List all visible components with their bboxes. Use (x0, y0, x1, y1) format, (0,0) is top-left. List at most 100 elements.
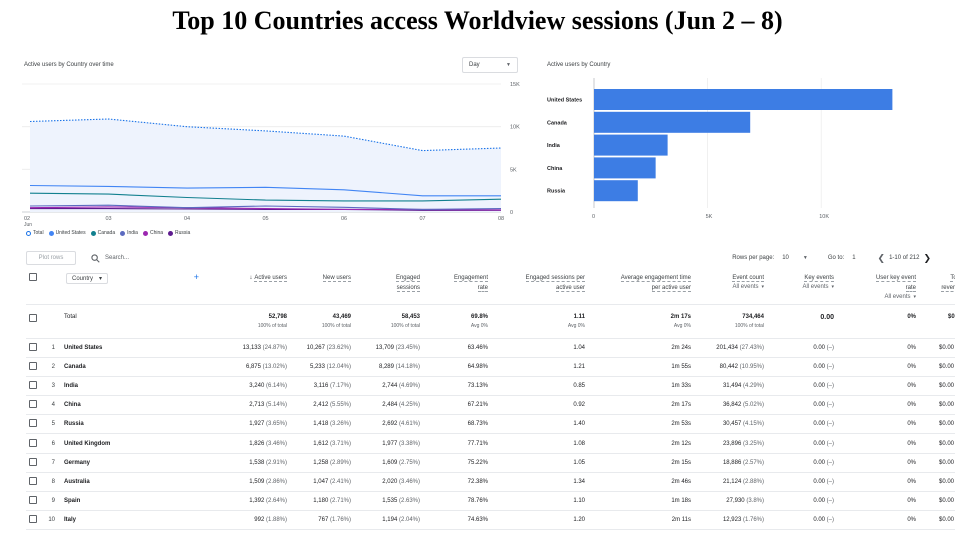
metric-value: 1.08 (573, 440, 585, 447)
row-metric-cell: 2m 46s (593, 472, 699, 493)
metric-value: 13,133 (242, 344, 261, 351)
row-checkbox[interactable] (29, 419, 37, 428)
legend-dot-icon (26, 230, 31, 236)
column-header[interactable]: Engaged sessions (359, 268, 428, 304)
row-checkbox[interactable] (29, 476, 37, 485)
table-row[interactable]: 1 United States 13,133 (24.87%) 10,267 (23.… (26, 338, 955, 358)
legend-item[interactable]: United States (48, 230, 86, 236)
row-metric-cell: 1.10 (496, 491, 593, 512)
table-row[interactable]: 3 India 3,240 (6.14%) 3,116 (7.17%) 2,744 (4… (26, 376, 955, 397)
legend-item[interactable]: Canada (90, 230, 115, 236)
bar-united-states[interactable] (594, 89, 893, 110)
row-country[interactable]: Germany (64, 453, 209, 473)
row-checkbox[interactable] (29, 496, 37, 505)
metric-percent: (1.76%) (328, 517, 351, 524)
event-filter-select[interactable]: All events ▾ (842, 294, 916, 300)
table-row[interactable]: 6 United Kingdom 1,826 (3.46%) 1,612 (3.71%… (26, 433, 955, 454)
event-filter-select[interactable]: All events ▾ (699, 284, 764, 290)
row-checkbox[interactable] (29, 515, 37, 524)
rows-per-page-select[interactable]: 10 (782, 255, 789, 261)
row-country[interactable]: India (64, 376, 209, 397)
select-all-checkbox[interactable] (29, 273, 37, 281)
row-checkbox[interactable] (29, 342, 37, 351)
granularity-select[interactable]: Day ▼ (462, 57, 518, 73)
prev-page-icon[interactable]: ❮ (877, 252, 886, 263)
total-cell: 43,469 100% of total (295, 303, 359, 339)
total-value: 0% (907, 313, 916, 320)
metric-value: 0.00 (813, 363, 825, 370)
metric-percent: (2.75%) (397, 459, 420, 466)
plot-rows-button[interactable]: Plot rows (26, 251, 76, 265)
metric-value: 31,494 (722, 382, 742, 389)
legend-item[interactable]: China (142, 230, 163, 236)
table-row[interactable]: 7 Germany 1,538 (2.91%) 1,258 (2.89%) 1,609 … (26, 453, 955, 473)
column-header[interactable]: Engaged sessions per active user (496, 268, 593, 304)
row-country[interactable]: China (64, 395, 209, 416)
row-checkbox[interactable] (29, 313, 37, 322)
table-row[interactable]: 9 Spain 1,392 (2.64%) 1,180 (2.71%) 1,535 (2… (26, 491, 955, 512)
legend-dot-icon (48, 230, 54, 236)
metric-percent: (12.04%) (324, 363, 351, 370)
metric-percent: (4.15%) (741, 421, 764, 428)
metric-percent: (–) (825, 344, 834, 351)
column-header[interactable]: Event count All events ▾ (699, 268, 772, 304)
column-header[interactable]: New users (295, 268, 359, 304)
legend-item[interactable]: Total (26, 230, 44, 236)
dimension-select[interactable]: Country ▾ (66, 273, 109, 284)
column-header[interactable]: Total revenue (924, 268, 955, 304)
table-row[interactable]: 5 Russia 1,927 (3.65%) 1,418 (3.26%) 2,692 (… (26, 414, 955, 435)
row-checkbox[interactable] (29, 400, 37, 409)
row-checkbox[interactable] (29, 380, 37, 389)
metric-percent: (13.02%) (260, 363, 287, 370)
row-country[interactable]: Italy (64, 510, 209, 531)
row-metric-cell: 78.76% (428, 491, 496, 512)
row-country[interactable]: United Kingdom (64, 433, 209, 454)
column-header[interactable]: Key events All events ▾ (772, 268, 842, 304)
metric-value: 27,930 (726, 498, 745, 505)
total-cell: 0.00 (772, 303, 842, 339)
row-index: 7 (46, 453, 64, 473)
total-label: Total (64, 303, 209, 339)
column-header-label-2: revenue (941, 285, 955, 292)
legend-item[interactable]: India (120, 230, 138, 236)
metric-value: 75.22% (467, 459, 488, 466)
search-input[interactable]: Search... (105, 255, 130, 261)
metric-percent: (4.61%) (397, 421, 420, 428)
bar-canada[interactable] (594, 111, 751, 133)
add-dimension-icon[interactable]: + (193, 272, 199, 282)
legend-item[interactable]: Russia (168, 230, 190, 236)
row-country[interactable]: Canada (64, 357, 209, 377)
goto-page-input[interactable]: 1 (852, 255, 856, 261)
next-page-icon[interactable]: ❯ (923, 252, 931, 263)
table-row[interactable]: 4 China 2,713 (5.14%) 2,412 (5.55%) 2,484 (4… (26, 395, 955, 416)
row-checkbox[interactable] (29, 361, 37, 370)
column-header[interactable]: ↓ Active users (209, 268, 295, 304)
column-header[interactable]: User key event rate All events ▾ (842, 268, 924, 304)
row-metric-cell: 1,535 (2.63%) (359, 491, 428, 512)
search-box[interactable]: Search... (91, 251, 129, 265)
bar-russia[interactable] (594, 180, 638, 202)
event-filter-select[interactable]: All events ▾ (772, 284, 834, 290)
column-header[interactable]: Engagement rate (428, 268, 496, 304)
metric-value: $0.00 (938, 517, 954, 524)
metric-percent: (–) (825, 421, 834, 428)
metric-value: $0.00 (938, 459, 954, 466)
row-country[interactable]: Australia (64, 472, 209, 493)
caret-down-icon[interactable]: ▼ (802, 255, 808, 261)
metric-value: 21,124 (722, 478, 742, 485)
dimension-label: Country (72, 275, 94, 282)
bar-china[interactable] (594, 157, 656, 179)
row-checkbox[interactable] (29, 438, 37, 447)
row-country[interactable]: Spain (64, 491, 209, 512)
table-row[interactable]: 10 Italy 992 (1.88%) 767 (1.76%) 1,194 (2.04… (26, 510, 955, 531)
bar-india[interactable] (594, 134, 668, 156)
row-metric-cell: 1m 55s (593, 357, 699, 377)
table-row[interactable]: 2 Canada 6,875 (13.02%) 5,233 (12.04%) 8,289… (26, 357, 955, 377)
row-country[interactable]: Russia (64, 414, 209, 435)
metric-value: 992 (254, 517, 265, 524)
row-country[interactable]: United States (64, 338, 209, 358)
table-row[interactable]: 8 Australia 1,509 (2.86%) 1,047 (2.41%) 2,02… (26, 472, 955, 493)
row-checkbox[interactable] (29, 457, 37, 466)
sort-desc-icon[interactable]: ↓ (249, 275, 253, 281)
column-header[interactable]: Average engagement time per active user (593, 268, 699, 304)
